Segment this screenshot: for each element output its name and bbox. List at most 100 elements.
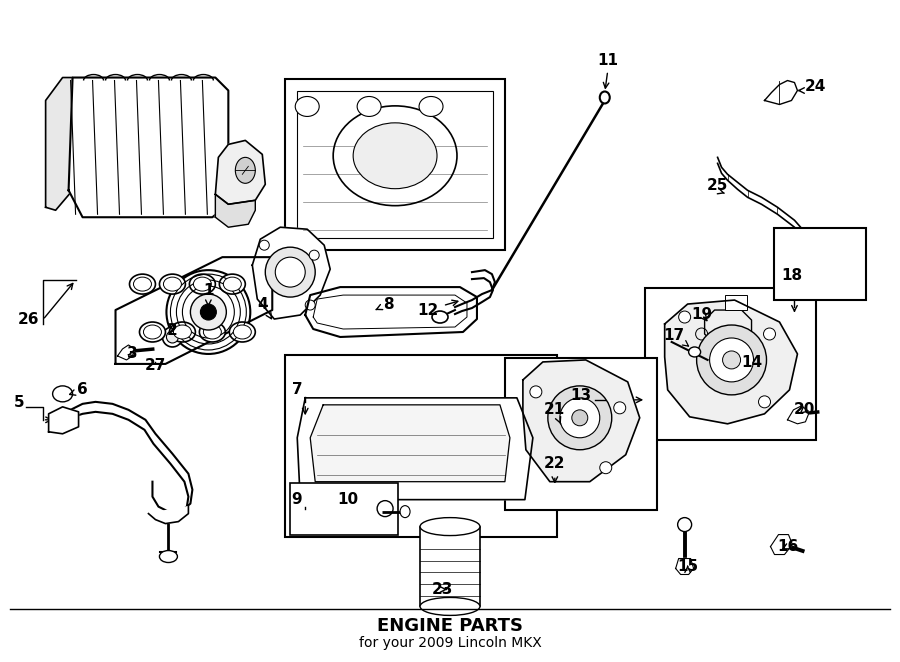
Ellipse shape xyxy=(203,325,221,339)
Ellipse shape xyxy=(130,274,156,294)
Text: 25: 25 xyxy=(706,178,728,193)
Polygon shape xyxy=(764,81,797,105)
Text: 8: 8 xyxy=(376,297,393,312)
Ellipse shape xyxy=(201,304,216,320)
Ellipse shape xyxy=(266,247,315,297)
Polygon shape xyxy=(705,310,752,344)
Polygon shape xyxy=(523,360,640,482)
Ellipse shape xyxy=(419,97,443,117)
Ellipse shape xyxy=(688,347,700,357)
Ellipse shape xyxy=(166,270,250,354)
Text: 20: 20 xyxy=(794,402,815,417)
Text: 27: 27 xyxy=(145,358,166,373)
Ellipse shape xyxy=(52,386,73,402)
Ellipse shape xyxy=(599,461,612,474)
Ellipse shape xyxy=(235,158,256,183)
Polygon shape xyxy=(788,406,809,424)
Polygon shape xyxy=(115,257,273,364)
Bar xyxy=(724,295,746,310)
Polygon shape xyxy=(310,405,510,482)
Text: 22: 22 xyxy=(544,456,565,483)
Text: 21: 21 xyxy=(544,402,565,424)
Ellipse shape xyxy=(377,500,393,516)
Ellipse shape xyxy=(560,398,599,438)
Ellipse shape xyxy=(763,328,776,340)
Ellipse shape xyxy=(759,396,770,408)
Polygon shape xyxy=(770,535,793,555)
Text: 7: 7 xyxy=(292,382,302,397)
Bar xyxy=(775,228,867,300)
Ellipse shape xyxy=(548,386,612,449)
Polygon shape xyxy=(665,300,797,424)
Text: 26: 26 xyxy=(18,312,40,327)
Ellipse shape xyxy=(159,274,185,294)
Text: 17: 17 xyxy=(663,328,685,343)
Polygon shape xyxy=(46,77,73,211)
Text: 19: 19 xyxy=(691,307,712,322)
Bar xyxy=(297,91,493,238)
Ellipse shape xyxy=(333,106,457,206)
Polygon shape xyxy=(148,506,188,524)
Text: ENGINE PARTS: ENGINE PARTS xyxy=(377,618,523,636)
Bar xyxy=(285,79,505,250)
Text: 18: 18 xyxy=(781,268,803,283)
Ellipse shape xyxy=(723,351,741,369)
Text: 2: 2 xyxy=(167,322,178,338)
Ellipse shape xyxy=(174,325,192,339)
Ellipse shape xyxy=(143,325,161,339)
Ellipse shape xyxy=(162,327,183,347)
Ellipse shape xyxy=(200,322,225,342)
Ellipse shape xyxy=(614,402,626,414)
Ellipse shape xyxy=(189,274,215,294)
Polygon shape xyxy=(49,407,78,434)
Text: 4: 4 xyxy=(257,297,272,318)
Polygon shape xyxy=(68,77,229,217)
Text: 3: 3 xyxy=(127,346,138,361)
Text: 5: 5 xyxy=(14,395,24,410)
Polygon shape xyxy=(252,227,330,319)
Polygon shape xyxy=(118,345,134,360)
Ellipse shape xyxy=(164,277,182,291)
Bar xyxy=(420,526,480,606)
Ellipse shape xyxy=(678,518,691,532)
Ellipse shape xyxy=(696,328,707,340)
Polygon shape xyxy=(215,194,256,227)
Ellipse shape xyxy=(166,331,178,343)
Text: 14: 14 xyxy=(742,355,762,370)
Ellipse shape xyxy=(169,322,195,342)
Ellipse shape xyxy=(194,277,212,291)
Text: 12: 12 xyxy=(418,300,458,318)
Ellipse shape xyxy=(599,91,610,103)
Ellipse shape xyxy=(420,518,480,536)
Ellipse shape xyxy=(220,274,246,294)
Text: 13: 13 xyxy=(571,388,592,403)
Ellipse shape xyxy=(259,240,269,250)
Ellipse shape xyxy=(305,300,315,310)
Ellipse shape xyxy=(140,322,166,342)
Polygon shape xyxy=(305,287,477,337)
Ellipse shape xyxy=(223,277,241,291)
Ellipse shape xyxy=(357,97,381,117)
Polygon shape xyxy=(215,140,266,205)
Polygon shape xyxy=(297,398,533,500)
Text: 15: 15 xyxy=(677,559,698,574)
Ellipse shape xyxy=(530,386,542,398)
Ellipse shape xyxy=(420,597,480,616)
Ellipse shape xyxy=(572,410,588,426)
Text: 16: 16 xyxy=(777,539,798,554)
Text: 23: 23 xyxy=(431,582,453,597)
Text: 6: 6 xyxy=(69,383,88,397)
Ellipse shape xyxy=(697,325,767,395)
Bar xyxy=(505,358,657,510)
Ellipse shape xyxy=(310,250,320,260)
Text: for your 2009 Lincoln MKX: for your 2009 Lincoln MKX xyxy=(358,636,542,650)
Ellipse shape xyxy=(691,324,712,344)
Ellipse shape xyxy=(159,551,177,563)
Ellipse shape xyxy=(400,506,410,518)
Text: 11: 11 xyxy=(598,52,618,68)
Ellipse shape xyxy=(191,294,226,330)
Text: 24: 24 xyxy=(805,79,826,93)
Bar xyxy=(644,288,816,440)
Ellipse shape xyxy=(295,97,319,117)
Text: 10: 10 xyxy=(338,492,359,506)
